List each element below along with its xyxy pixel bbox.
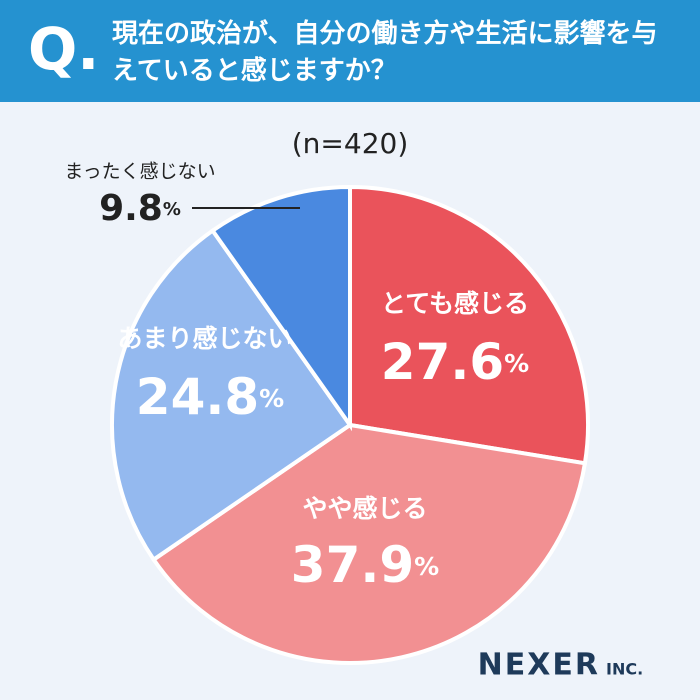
chart-subtitle: (n=420) <box>292 127 409 160</box>
value-label: 24.8% <box>136 368 284 426</box>
pie-slice <box>348 184 590 466</box>
value-label: 27.6% <box>381 333 529 391</box>
slice-label: まったく感じない <box>64 161 215 183</box>
pie-slice <box>150 422 588 665</box>
brand: NEXER <box>478 648 600 683</box>
pie-slice <box>110 227 353 563</box>
chart-title: 現在の政治が、自分の働き方や生活に影響を与えていると感じますか？ <box>112 19 658 86</box>
value-label: 9.8% <box>99 188 181 229</box>
q-label: Q. <box>28 15 100 83</box>
slice-label: とても感じる <box>381 289 529 318</box>
brand-suffix: INC. <box>606 660 643 679</box>
value-label: 37.9% <box>291 536 439 594</box>
header-band: Q. 現在の政治が、自分の働き方や生活に影響を与えていると感じますか？ <box>0 0 700 102</box>
pie-slice <box>209 184 352 432</box>
slice-label: あまり感じない <box>117 324 292 353</box>
slice-label: やや感じる <box>302 494 427 523</box>
